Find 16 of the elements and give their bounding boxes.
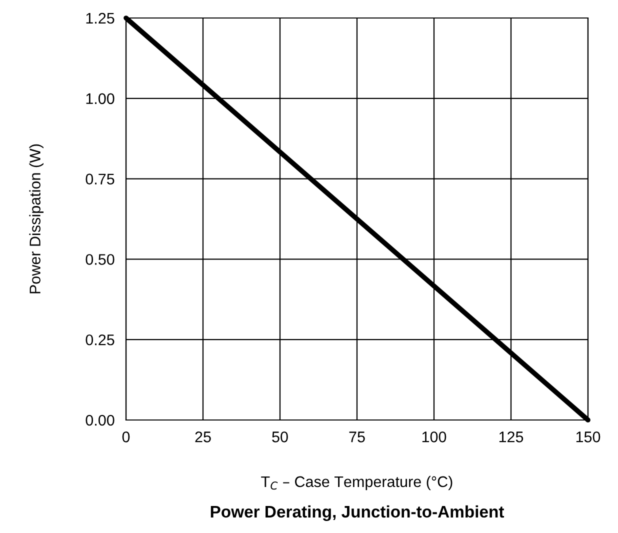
x-tick-label: 125 bbox=[499, 432, 524, 442]
x-tick-label: 100 bbox=[422, 432, 446, 442]
y-tick-label: 0.25 bbox=[86, 334, 114, 346]
y-tick-label: 1.25 bbox=[86, 12, 114, 24]
y-tick-label: 1.00 bbox=[86, 93, 114, 104]
x-tick-label: 25 bbox=[195, 432, 211, 442]
x-tick-label: 150 bbox=[576, 432, 600, 442]
y-tick-label: 0.50 bbox=[86, 254, 114, 265]
text: Power Derating, Junction-to-Ambient bbox=[210, 505, 504, 521]
x-tick-label: 75 bbox=[349, 432, 365, 442]
y-tick-label: 0.75 bbox=[86, 174, 114, 184]
x-tick-label: 0 bbox=[122, 432, 130, 442]
x-axis-title: T$_{C}$ – Case Temperature (°C) bbox=[261, 476, 452, 490]
x-tick-label: 50 bbox=[272, 432, 288, 442]
y-axis-title: Power Dissipation (W) bbox=[29, 144, 44, 294]
y-tick-label: 0.00 bbox=[86, 414, 114, 426]
